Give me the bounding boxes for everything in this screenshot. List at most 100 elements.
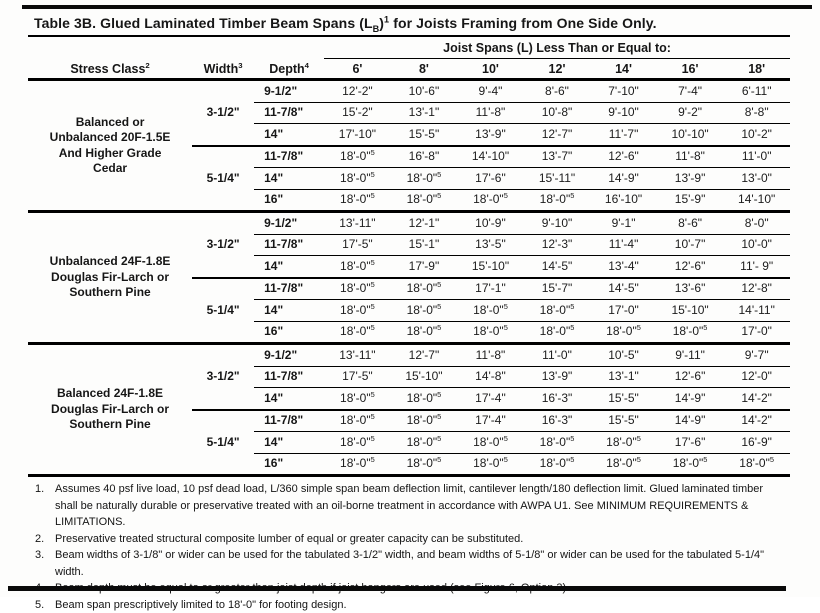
joist-spans-group-header: Joist Spans (L) Less Than or Equal to: [324, 37, 790, 59]
depth-cell: 9-1/2" [254, 344, 324, 367]
value-cell: 18'-0"5 [391, 168, 458, 190]
value-cell: 18'-0"5 [457, 453, 524, 476]
stress-class-cell: Balanced 24F-1.8E Douglas Fir-Larch or S… [28, 344, 192, 476]
value-cell: 14'-2" [723, 388, 790, 410]
value-cell: 9'-2" [657, 102, 724, 124]
value-cell: 10'-0" [723, 234, 790, 256]
value-cell: 17'-9" [391, 256, 458, 278]
value-cell: 12'-1" [391, 212, 458, 235]
depth-cell: 11-7/8" [254, 146, 324, 168]
value-cell: 18'-0"5 [391, 453, 458, 476]
document-sheet: Table 3B. Glued Laminated Timber Beam Sp… [28, 11, 790, 613]
depth-cell: 16" [254, 189, 324, 212]
value-cell: 12'-0" [723, 366, 790, 388]
value-cell: 13'-7" [524, 146, 591, 168]
depth-cell: 9-1/2" [254, 212, 324, 235]
value-cell: 17'-6" [457, 168, 524, 190]
value-cell: 17'-5" [324, 234, 391, 256]
col-header-span-8: 8' [391, 59, 458, 80]
value-cell: 14'-9" [590, 168, 657, 190]
value-cell: 11'- 9" [723, 256, 790, 278]
value-cell: 13'-9" [657, 168, 724, 190]
value-cell: 18'-0"5 [590, 432, 657, 454]
value-cell: 10'-9" [457, 212, 524, 235]
value-cell: 14'-10" [723, 189, 790, 212]
value-cell: 8'-6" [524, 80, 591, 103]
value-cell: 10'-2" [723, 124, 790, 146]
value-cell: 18'-0"5 [457, 300, 524, 322]
value-cell: 13'-11" [324, 344, 391, 367]
value-cell: 18'-0"5 [391, 189, 458, 212]
col-header-span-18: 18' [723, 59, 790, 80]
value-cell: 13'-5" [457, 234, 524, 256]
value-cell: 15'-10" [391, 366, 458, 388]
value-cell: 13'-6" [657, 278, 724, 300]
value-cell: 14'-8" [457, 366, 524, 388]
value-cell: 12'-7" [391, 344, 458, 367]
page: { "title": "Table 3B. Glued Laminated Ti… [0, 0, 820, 597]
header-spacer [28, 37, 324, 59]
value-cell: 10'-5" [590, 344, 657, 367]
value-cell: 17'-0" [723, 321, 790, 344]
value-cell: 8'-8" [723, 102, 790, 124]
value-cell: 18'-0"5 [657, 453, 724, 476]
depth-cell: 14" [254, 256, 324, 278]
value-cell: 18'-0"5 [391, 432, 458, 454]
value-cell: 11'-8" [457, 344, 524, 367]
value-cell: 18'-0"5 [324, 432, 391, 454]
value-cell: 18'-0"5 [324, 146, 391, 168]
depth-cell: 14" [254, 300, 324, 322]
value-cell: 15'-7" [524, 278, 591, 300]
value-cell: 13'-1" [391, 102, 458, 124]
table-row: Balanced 24F-1.8E Douglas Fir-Larch or S… [28, 344, 790, 367]
value-cell: 18'-0"5 [391, 278, 458, 300]
value-cell: 16'-3" [524, 410, 591, 432]
col-header-span-14: 14' [590, 59, 657, 80]
value-cell: 14'-9" [657, 410, 724, 432]
value-cell: 15'-5" [590, 410, 657, 432]
value-cell: 13'-9" [457, 124, 524, 146]
depth-cell: 11-7/8" [254, 234, 324, 256]
value-cell: 15'-5" [590, 388, 657, 410]
footnote-item: 2.Preservative treated structural compos… [35, 531, 790, 548]
value-cell: 13'-11" [324, 212, 391, 235]
value-cell: 15'-10" [657, 300, 724, 322]
value-cell: 6'-11" [723, 80, 790, 103]
value-cell: 18'-0"5 [657, 321, 724, 344]
value-cell: 18'-0"5 [324, 410, 391, 432]
value-cell: 18'-0"5 [457, 189, 524, 212]
value-cell: 18'-0"5 [524, 300, 591, 322]
col-header-span-10: 10' [457, 59, 524, 80]
value-cell: 15'-10" [457, 256, 524, 278]
value-cell: 7'-4" [657, 80, 724, 103]
depth-cell: 11-7/8" [254, 278, 324, 300]
value-cell: 18'-0"5 [590, 453, 657, 476]
width-cell: 3-1/2" [192, 212, 254, 278]
value-cell: 18'-0"5 [524, 432, 591, 454]
value-cell: 8'-0" [723, 212, 790, 235]
value-cell: 8'-6" [657, 212, 724, 235]
value-cell: 15'-5" [391, 124, 458, 146]
value-cell: 18'-0"5 [324, 168, 391, 190]
beam-span-table: Joist Spans (L) Less Than or Equal to: S… [28, 37, 790, 477]
value-cell: 18'-0"5 [391, 410, 458, 432]
depth-cell: 11-7/8" [254, 366, 324, 388]
value-cell: 12'-6" [657, 366, 724, 388]
value-cell: 12'-6" [657, 256, 724, 278]
value-cell: 9'-10" [590, 102, 657, 124]
value-cell: 18'-0"5 [324, 388, 391, 410]
stress-class-cell: Balanced or Unbalanced 20F-1.5E And High… [28, 80, 192, 212]
value-cell: 12'-3" [524, 234, 591, 256]
value-cell: 17'-5" [324, 366, 391, 388]
value-cell: 10'-8" [524, 102, 591, 124]
depth-cell: 11-7/8" [254, 410, 324, 432]
footnote-number: 3. [35, 547, 55, 580]
beam-span-table-body: Balanced or Unbalanced 20F-1.5E And High… [28, 80, 790, 476]
value-cell: 14'-5" [590, 278, 657, 300]
value-cell: 10'-10" [657, 124, 724, 146]
value-cell: 18'-0"5 [457, 321, 524, 344]
footnotes-list: 1.Assumes 40 psf live load, 10 psf dead … [28, 481, 790, 613]
value-cell: 12'-7" [524, 124, 591, 146]
depth-cell: 16" [254, 453, 324, 476]
value-cell: 18'-0"5 [391, 388, 458, 410]
